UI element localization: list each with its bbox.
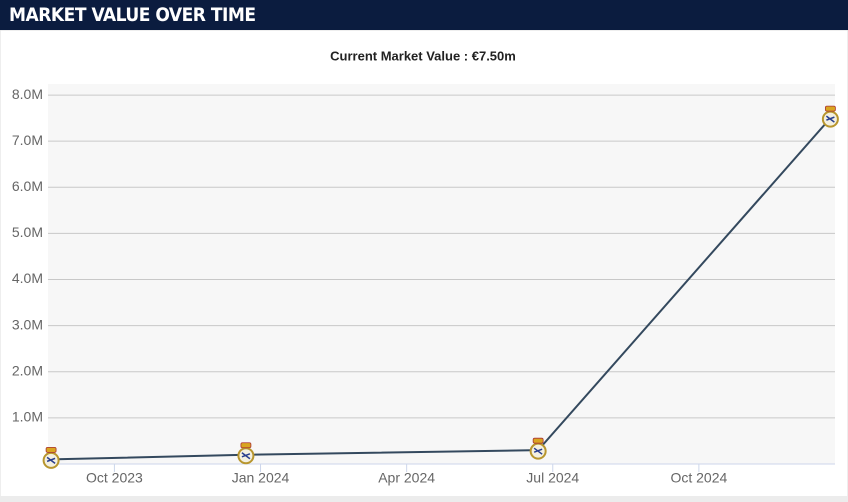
crest-part	[533, 447, 543, 455]
x-tick-label: Jan 2024	[232, 470, 290, 486]
chart-subtitle: Current Market Value : €7.50m	[330, 48, 516, 63]
x-tick-label: Apr 2024	[378, 470, 435, 486]
crest-part	[46, 456, 56, 464]
y-tick-label: 4.0M	[12, 270, 43, 286]
value-line	[51, 117, 832, 461]
x-tick-label: Jul 2024	[526, 470, 579, 486]
y-tick-label: 7.0M	[12, 132, 43, 148]
crest-part	[825, 115, 835, 123]
crest-part	[45, 446, 57, 453]
club-marker	[529, 437, 547, 460]
crest-part	[824, 105, 836, 112]
y-tick-label: 3.0M	[12, 316, 43, 332]
crest-part	[240, 442, 252, 449]
footer-strip	[0, 496, 848, 502]
y-tick-label: 8.0M	[12, 86, 43, 102]
crest-part	[241, 452, 251, 460]
y-tick-label: 1.0M	[12, 409, 43, 425]
club-marker	[237, 442, 255, 465]
y-tick-label: 5.0M	[12, 224, 43, 240]
club-marker	[821, 105, 839, 128]
x-tick-label: Oct 2024	[670, 470, 727, 486]
y-tick-label: 2.0M	[12, 362, 43, 378]
x-tick-label: Oct 2023	[86, 470, 143, 486]
crest-part	[532, 437, 544, 444]
section-title: MARKET VALUE OVER TIME	[0, 0, 848, 30]
y-tick-label: 6.0M	[12, 178, 43, 194]
club-marker	[42, 446, 60, 469]
chart: Current Market Value : €7.50m 1.0M 2.0M 3.…	[0, 30, 848, 502]
plot-area	[48, 84, 835, 464]
